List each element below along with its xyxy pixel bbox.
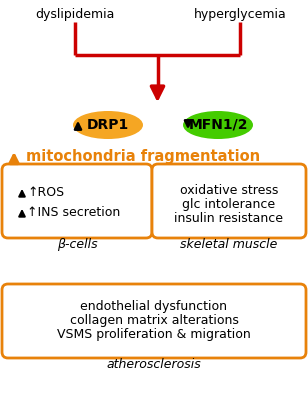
Text: β-cells: β-cells [57,238,97,251]
Text: MFN1/2: MFN1/2 [188,118,248,132]
Text: ↑ROS: ↑ROS [27,186,64,198]
Text: collagen matrix alterations: collagen matrix alterations [70,314,238,327]
Text: glc intolerance: glc intolerance [182,198,276,211]
Text: ↑INS secretion: ↑INS secretion [27,206,120,218]
Text: skeletal muscle: skeletal muscle [180,238,278,251]
FancyBboxPatch shape [2,164,152,238]
Text: hyperglycemia: hyperglycemia [194,8,286,21]
Text: oxidative stress: oxidative stress [180,184,278,197]
Ellipse shape [73,111,143,139]
Ellipse shape [183,111,253,139]
Text: DRP1: DRP1 [87,118,129,132]
Text: atherosclerosis: atherosclerosis [107,358,201,371]
Text: mitochondria fragmentation: mitochondria fragmentation [26,148,260,164]
Text: insulin resistance: insulin resistance [175,212,283,225]
Text: dyslipidemia: dyslipidemia [35,8,115,21]
FancyBboxPatch shape [152,164,306,238]
Text: endothelial dysfunction: endothelial dysfunction [80,300,228,313]
Text: VSMS proliferation & migration: VSMS proliferation & migration [57,328,251,341]
FancyBboxPatch shape [2,284,306,358]
